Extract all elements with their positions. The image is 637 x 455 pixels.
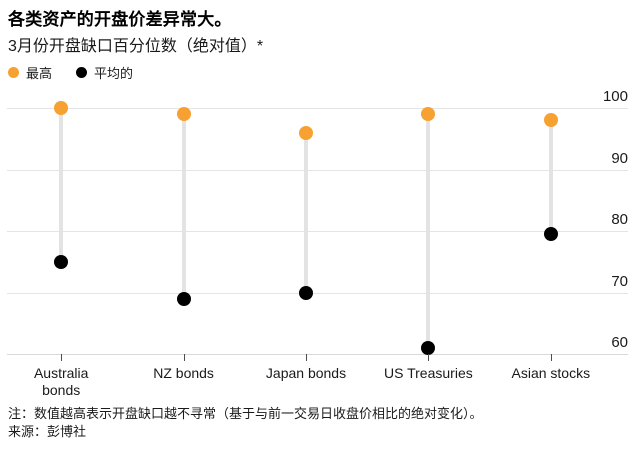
chart-legend: 最高 平均的 [8, 63, 133, 82]
category-tick [428, 354, 430, 361]
category-label: Asian stocks [511, 365, 591, 381]
gridline-100 [7, 108, 628, 109]
range-connector [181, 114, 186, 299]
chart-title: 各类资产的开盘价差异常大。 [8, 10, 232, 29]
range-connector [304, 132, 308, 293]
category-tick [550, 354, 552, 361]
gridline-90 [7, 169, 628, 171]
gridline-80 [7, 231, 628, 232]
ytick-label-80: 80 [611, 211, 628, 228]
max-dot [54, 101, 69, 115]
category-tick [61, 354, 63, 361]
max-dot [543, 113, 558, 128]
max-dot [176, 107, 191, 122]
legend-item-average: 平均的 [76, 63, 133, 82]
dot-plot-area: 60 70 80 90 100 Australia bonds NZ bonds Japan … [0, 89, 637, 398]
range-connector [59, 108, 64, 262]
average-dot [176, 291, 191, 306]
average-dot [543, 227, 558, 242]
legend-item-max: 最高 [8, 63, 52, 82]
category-label: US Treasuries [384, 365, 473, 381]
chart-subtitle: 3月份开盘缺口百分位数（绝对值）* [8, 38, 264, 55]
range-connector [548, 120, 553, 235]
gridline-60 [7, 354, 628, 355]
range-connector [426, 114, 431, 348]
ytick-label-90: 90 [611, 149, 628, 167]
max-dot [299, 125, 313, 140]
ytick-label-100: 100 [602, 88, 628, 105]
max-dot [421, 107, 436, 122]
chart-source: 来源：彭博社 [8, 424, 87, 439]
legend-max-dot-icon [8, 67, 19, 78]
legend-average-label: 平均的 [94, 66, 134, 81]
gridline-70 [7, 292, 628, 294]
legend-average-dot-icon [76, 67, 88, 78]
chart-footer: 注：数值越高表示开盘缺口越不寻常（基于与前一交易日收盘价相比的绝对变化）。 来源… [8, 405, 483, 441]
average-dot [54, 254, 69, 269]
chart-note: 注：数值越高表示开盘缺口越不寻常（基于与前一交易日收盘价相比的绝对变化）。 [8, 406, 483, 421]
category-label: Japan bonds [265, 365, 347, 381]
ytick-label-70: 70 [611, 272, 628, 290]
category-label: Australia bonds [33, 365, 89, 398]
average-dot [299, 285, 313, 300]
category-label: NZ bonds [153, 365, 214, 381]
legend-max-label: 最高 [26, 66, 53, 81]
average-dot [421, 340, 436, 355]
category-tick [183, 354, 185, 361]
ytick-label-60: 60 [611, 334, 628, 351]
category-tick [306, 354, 307, 361]
